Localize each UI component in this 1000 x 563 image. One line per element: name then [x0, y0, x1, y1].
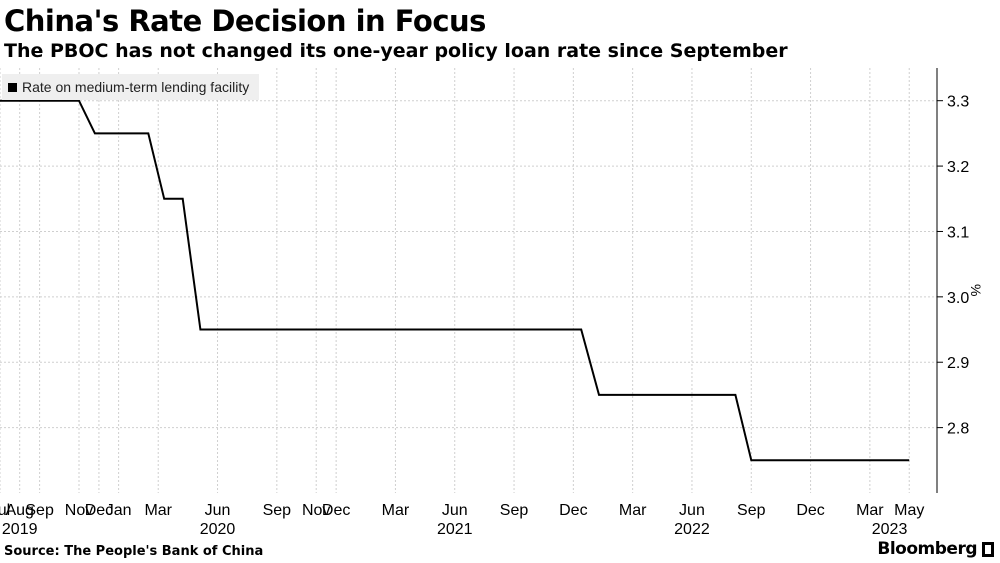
x-tick-label: Sep	[500, 502, 529, 519]
chart-title: China's Rate Decision in Focus	[4, 4, 486, 38]
y-tick-label: 3.2	[947, 159, 969, 176]
x-tick-label: Dec	[85, 502, 113, 519]
x-tick-label: Jun	[205, 502, 231, 519]
x-tick-label: Jan	[106, 502, 132, 519]
bloomberg-logo: Bloomberg	[877, 539, 994, 559]
x-year-label: 2023	[872, 521, 908, 538]
x-tick-label: Jun	[679, 502, 705, 519]
series-line	[0, 99, 910, 462]
y-tick-label: 3.1	[947, 224, 969, 241]
x-tick-label: Nov	[65, 502, 93, 519]
x-tick-label: Dec	[559, 502, 587, 519]
x-tick-label: Mar	[856, 502, 884, 519]
legend-label: Rate on medium-term lending facility	[22, 79, 250, 95]
source-note: Source: The People's Bank of China	[4, 544, 264, 559]
x-year-label: 2019	[2, 521, 38, 538]
brand-name: Bloomberg	[877, 539, 977, 559]
x-tick-label: Nov	[302, 502, 330, 519]
x-tick-label: Jun	[442, 502, 468, 519]
y-axis-unit-label: %	[968, 284, 984, 297]
y-tick-label: 3.3	[947, 94, 969, 111]
x-tick-label: Dec	[796, 502, 824, 519]
x-tick-label: Jul	[0, 502, 10, 519]
x-year-label: 2021	[437, 521, 473, 538]
brand-mark-icon	[982, 541, 994, 557]
x-tick-label: May	[894, 502, 924, 519]
y-tick-label: 2.9	[947, 355, 969, 372]
x-tick-label: Mar	[382, 502, 410, 519]
x-tick-label: Sep	[263, 502, 292, 519]
x-tick-label: Mar	[619, 502, 647, 519]
x-tick-label: Mar	[144, 502, 172, 519]
chart-subtitle: The PBOC has not changed its one-year po…	[4, 40, 788, 62]
x-year-label: 2020	[200, 521, 236, 538]
y-tick-label: 3.0	[947, 290, 969, 307]
legend-swatch	[8, 82, 17, 92]
legend: Rate on medium-term lending facility	[2, 74, 260, 100]
x-tick-label: Dec	[322, 502, 350, 519]
x-tick-label: Aug	[5, 502, 33, 519]
x-year-label: 2022	[674, 521, 710, 538]
x-tick-label: Sep	[25, 502, 54, 519]
x-tick-label: Sep	[737, 502, 766, 519]
y-tick-label: 2.8	[947, 421, 969, 438]
